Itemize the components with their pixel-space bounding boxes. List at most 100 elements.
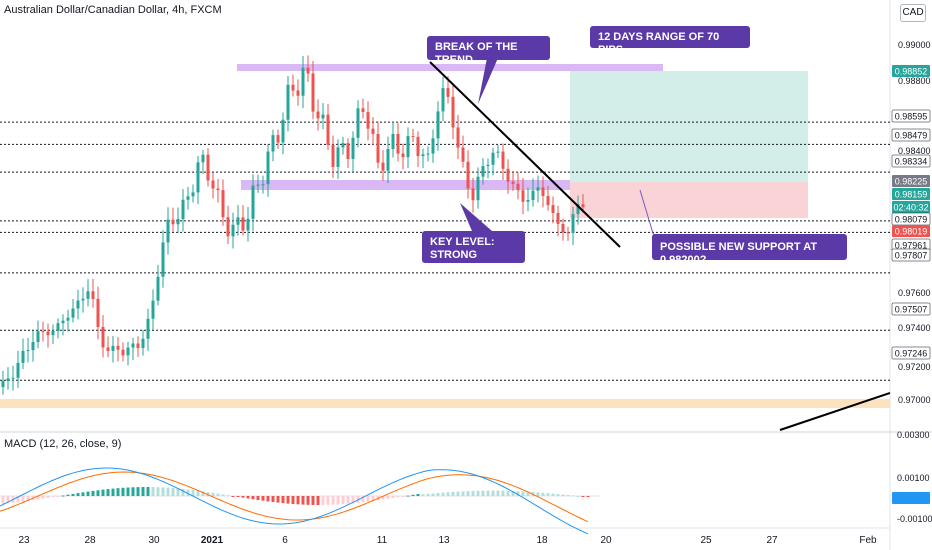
candle [211,172,215,199]
candle-body [131,343,135,348]
currency-badge[interactable]: CAD [900,4,926,22]
x-tick-label: 28 [84,535,96,546]
candle [536,175,540,203]
y-tick-label: 0.97600 [898,288,931,298]
y-tick-label: 0.98400 [898,146,931,156]
macd-histogram-bar [326,496,330,505]
candle-body [301,67,305,96]
candle [401,143,405,170]
candle [71,299,75,323]
candle-body [221,190,225,218]
candle-body [496,151,500,153]
candle-body [61,320,65,324]
macd-histogram-bar [256,496,260,500]
candle [206,148,210,187]
candle-body [136,343,140,349]
candle [331,135,335,179]
macd-histogram-bar [406,495,410,497]
price-label-box [892,175,930,187]
macd-histogram-bar [361,496,365,503]
macd-histogram-bar [116,488,120,496]
x-tick-label: 2021 [201,535,224,546]
candle [281,112,285,155]
price-label-box [892,201,930,213]
candle-body [26,350,30,352]
macd-histogram-bar [6,496,10,504]
macd-histogram-bar [276,496,280,503]
macd-histogram-bar [136,487,140,496]
candle [406,127,410,168]
macd-histogram-bar [336,496,340,505]
x-tick-label: 11 [377,535,388,546]
candle-body [21,350,25,363]
candle-body [401,153,405,158]
macd-histogram-bar [236,496,240,497]
price-label-box [891,109,931,123]
candle-body [191,192,195,197]
candle [396,122,400,162]
candle [236,204,240,236]
candle [576,195,580,225]
candle-body [186,196,190,200]
macd-histogram-bar [321,496,325,505]
candle [476,167,480,209]
candle-body [201,154,205,163]
macd-histogram-bar [181,488,185,496]
candle-body [446,88,450,97]
candle [116,337,120,362]
macd-histogram-bar [156,487,160,496]
candle [531,178,535,207]
price-axis-label: 0.97807 [891,248,931,262]
candle-body [76,300,80,309]
price-label-box [891,128,931,142]
price-label-text: 0.98852 [895,67,928,77]
candle-body [431,138,435,154]
candle [11,365,15,391]
candle-body [321,114,325,119]
macd-histogram-bar [566,494,570,496]
candle [266,144,270,197]
macd-histogram-bar [91,490,95,496]
macd-indicator-label[interactable]: MACD (12, 26, close, 9) [4,438,122,450]
candle [391,122,395,158]
macd-histogram-bar [526,491,530,496]
macd-histogram-bar [191,490,195,496]
candle-body [256,184,260,186]
candle-body [31,341,35,351]
macd-histogram-bar [346,496,350,504]
macd-histogram-bar [446,492,450,496]
macd-histogram-bar [76,493,80,496]
candle [521,178,525,215]
price-label-text: 0.98479 [895,131,928,141]
candle [126,341,130,366]
candle [551,196,555,224]
candle [61,314,65,336]
macd-histogram-bar [311,496,315,505]
key-level-callout: KEY LEVEL: STRONG SUPPORT [422,231,525,274]
macd-histogram-bar [366,496,370,502]
candle-body [1,380,5,388]
candle [471,177,475,213]
candle [271,129,275,162]
price-label-box [891,154,931,168]
candle-body [326,114,330,145]
candle [321,103,325,130]
macd-histogram-bar [61,495,65,497]
macd-histogram-bar [56,496,60,497]
macd-histogram-bar [296,496,300,505]
candle [336,139,340,180]
candle-body [96,298,100,327]
candle-body [481,166,485,177]
candle [36,320,40,349]
price-label-text: 0.97507 [895,305,928,315]
candle-body [36,331,40,342]
x-tick-label: 27 [766,535,778,546]
macd-histogram-bar [81,492,85,496]
macd-histogram-bar [401,496,405,497]
price-label-text: 0.97961 [895,241,928,251]
candle-body [236,217,240,225]
macd-histogram-bar [556,494,560,496]
candle [101,315,105,358]
macd-histogram-bar [111,488,115,496]
